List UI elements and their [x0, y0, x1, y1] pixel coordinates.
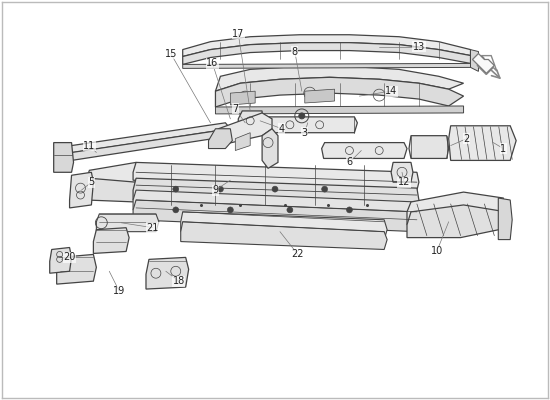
Polygon shape: [472, 54, 494, 73]
Circle shape: [173, 186, 179, 192]
Polygon shape: [216, 66, 464, 91]
Polygon shape: [94, 228, 129, 254]
Polygon shape: [183, 64, 470, 68]
Polygon shape: [86, 178, 139, 202]
Polygon shape: [449, 126, 516, 160]
Polygon shape: [498, 198, 512, 240]
Polygon shape: [50, 248, 72, 273]
Polygon shape: [67, 129, 232, 162]
Polygon shape: [305, 89, 334, 103]
Circle shape: [287, 207, 293, 213]
Text: 19: 19: [113, 286, 125, 296]
Text: 13: 13: [413, 42, 425, 52]
Polygon shape: [216, 77, 464, 107]
Polygon shape: [67, 123, 230, 152]
Polygon shape: [69, 172, 94, 208]
Polygon shape: [133, 200, 419, 232]
Polygon shape: [391, 162, 413, 182]
Text: 10: 10: [431, 246, 443, 256]
Polygon shape: [181, 222, 387, 250]
Text: 20: 20: [63, 252, 76, 262]
Polygon shape: [181, 212, 387, 240]
Polygon shape: [407, 205, 508, 238]
Polygon shape: [238, 111, 262, 133]
Circle shape: [322, 186, 328, 192]
Polygon shape: [235, 133, 250, 150]
Text: 16: 16: [206, 58, 218, 68]
Text: 9: 9: [212, 185, 218, 195]
Polygon shape: [57, 254, 96, 284]
Polygon shape: [133, 190, 419, 222]
Polygon shape: [409, 136, 449, 158]
Text: 18: 18: [173, 276, 185, 286]
Circle shape: [227, 207, 233, 213]
Circle shape: [217, 186, 223, 192]
Text: 21: 21: [147, 223, 159, 233]
Circle shape: [346, 207, 353, 213]
Polygon shape: [260, 117, 358, 133]
Polygon shape: [54, 143, 74, 172]
Polygon shape: [322, 143, 407, 158]
Polygon shape: [183, 43, 470, 64]
Polygon shape: [183, 35, 470, 56]
Text: 5: 5: [89, 177, 95, 187]
Text: 17: 17: [232, 29, 244, 39]
Polygon shape: [212, 113, 272, 146]
Polygon shape: [96, 214, 159, 232]
Text: 15: 15: [164, 48, 177, 58]
Text: 8: 8: [292, 46, 298, 56]
Text: 22: 22: [292, 250, 304, 260]
Text: 1: 1: [500, 144, 507, 154]
Text: 12: 12: [398, 177, 410, 187]
Text: 2: 2: [464, 134, 470, 144]
Text: 14: 14: [385, 86, 397, 96]
Text: 3: 3: [302, 128, 308, 138]
Polygon shape: [477, 56, 497, 74]
Polygon shape: [146, 257, 189, 289]
Polygon shape: [407, 192, 506, 225]
Polygon shape: [216, 106, 464, 114]
Polygon shape: [133, 162, 419, 190]
Text: 6: 6: [346, 157, 353, 167]
Polygon shape: [470, 50, 478, 71]
Circle shape: [272, 186, 278, 192]
Text: 11: 11: [83, 140, 96, 150]
Text: 7: 7: [232, 104, 239, 114]
Polygon shape: [133, 178, 419, 210]
Circle shape: [299, 113, 305, 119]
Polygon shape: [230, 91, 255, 105]
Polygon shape: [86, 162, 139, 190]
Polygon shape: [208, 129, 232, 148]
Circle shape: [173, 207, 179, 213]
Polygon shape: [262, 129, 278, 168]
Text: 4: 4: [279, 124, 285, 134]
